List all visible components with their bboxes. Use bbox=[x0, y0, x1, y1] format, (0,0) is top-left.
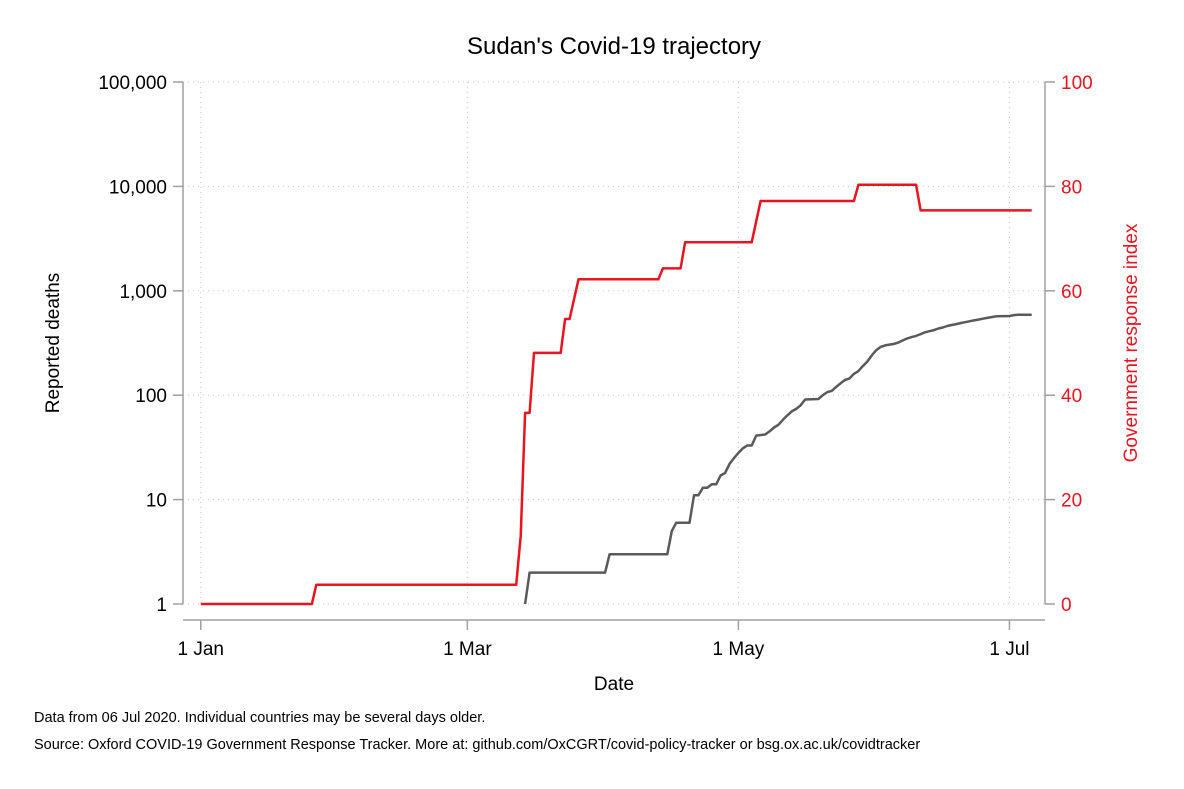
data-date-note: Data from 06 Jul 2020. Individual countr… bbox=[34, 710, 486, 726]
y-axis-left-tick-label: 10,000 bbox=[109, 177, 167, 198]
x-axis-tick-label: 1 Jul bbox=[989, 639, 1029, 660]
axes: 1 10 100 1,000 10,000 100,000 0 20 40 60 80 100 1 Ja… bbox=[98, 73, 1092, 660]
y-axis-left-tick-label: 100 bbox=[135, 386, 167, 407]
source-note: Source: Oxford COVID-19 Government Respo… bbox=[34, 737, 921, 753]
x-axis-tick-label: 1 Mar bbox=[443, 639, 492, 660]
y-axis-right-tick-label: 100 bbox=[1061, 73, 1093, 94]
y-axis-left-tick-label: 1 bbox=[156, 595, 167, 616]
y-axis-right-tick-label: 0 bbox=[1061, 595, 1072, 616]
reported-deaths-line bbox=[523, 313, 1032, 605]
y-axis-left-tick-label: 100,000 bbox=[98, 73, 167, 94]
y-axis-left-tick-label: 1,000 bbox=[119, 282, 167, 303]
chart-title: Sudan's Covid-19 trajectory bbox=[467, 33, 761, 60]
y-axis-right-tick-label: 20 bbox=[1061, 491, 1082, 512]
y-axis-left-label: Reported deaths bbox=[43, 273, 64, 414]
x-axis-tick-label: 1 Jan bbox=[178, 639, 224, 660]
y-axis-right-label: Government response index bbox=[1121, 223, 1142, 462]
grid-lines bbox=[183, 81, 1045, 605]
y-axis-right-tick-label: 80 bbox=[1061, 177, 1082, 198]
y-axis-right-tick-label: 60 bbox=[1061, 282, 1082, 303]
government-response-index-line bbox=[200, 183, 1032, 606]
series-lines bbox=[200, 183, 1032, 606]
y-axis-left-tick-label: 10 bbox=[146, 491, 167, 512]
x-axis-label: Date bbox=[594, 674, 634, 695]
y-axis-right-tick-label: 40 bbox=[1061, 386, 1082, 407]
x-axis-tick-label: 1 May bbox=[713, 639, 765, 660]
